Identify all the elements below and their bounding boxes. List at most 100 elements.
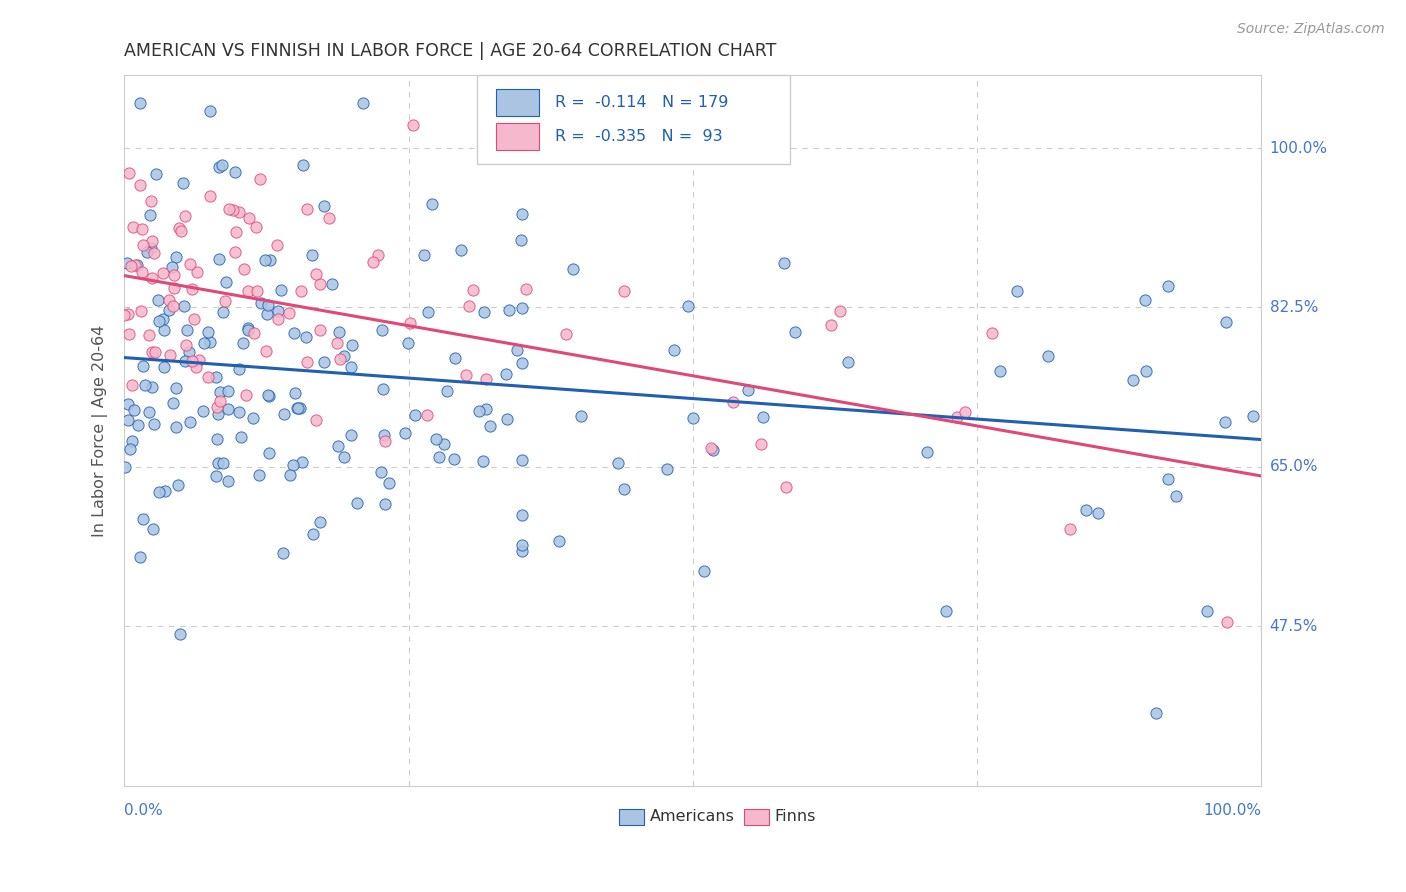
Point <box>266 238 288 252</box>
Point <box>188 353 211 368</box>
Point <box>1195 604 1218 618</box>
Point <box>212 305 235 319</box>
Point <box>259 252 281 267</box>
Point <box>134 377 156 392</box>
Point <box>145 167 167 181</box>
Point <box>131 238 153 252</box>
Point <box>257 446 280 460</box>
Point <box>461 283 484 297</box>
Point <box>170 224 193 238</box>
Point <box>214 293 236 308</box>
Point <box>394 426 416 441</box>
Point <box>752 409 775 424</box>
Point <box>233 262 256 277</box>
Point <box>139 209 162 223</box>
Point <box>153 322 176 336</box>
Point <box>205 370 228 384</box>
Point <box>138 327 160 342</box>
Point <box>267 311 290 326</box>
Point <box>184 359 207 374</box>
FancyBboxPatch shape <box>744 809 769 825</box>
Point <box>207 160 229 174</box>
Point <box>510 357 533 371</box>
Point <box>159 348 181 362</box>
Point <box>115 256 138 270</box>
Text: 47.5%: 47.5% <box>1270 619 1317 634</box>
Point <box>243 326 266 341</box>
Point <box>561 261 583 276</box>
Point <box>547 533 569 548</box>
Point <box>121 377 143 392</box>
Point <box>118 327 141 342</box>
Point <box>314 199 336 213</box>
Text: R =  -0.335   N =  93: R = -0.335 N = 93 <box>555 128 723 144</box>
Point <box>655 462 678 476</box>
Point <box>179 415 201 429</box>
Point <box>820 318 842 332</box>
Point <box>308 277 330 292</box>
Point <box>305 268 328 282</box>
Point <box>318 211 340 225</box>
Point <box>988 364 1011 378</box>
Point <box>1215 415 1237 429</box>
Point <box>308 322 330 336</box>
Point <box>326 439 349 453</box>
Point <box>207 456 229 470</box>
Point <box>200 334 222 349</box>
Point <box>167 221 190 235</box>
Point <box>148 485 170 500</box>
Point <box>143 417 166 432</box>
Point <box>181 353 204 368</box>
Point <box>267 304 290 318</box>
Point <box>129 303 152 318</box>
Point <box>436 384 458 398</box>
Point <box>700 442 723 456</box>
Text: 100.0%: 100.0% <box>1204 804 1261 819</box>
Point <box>554 327 576 342</box>
Point <box>450 243 472 257</box>
FancyBboxPatch shape <box>496 123 540 150</box>
Point <box>117 413 139 427</box>
Point <box>122 403 145 417</box>
Point <box>131 511 153 525</box>
Point <box>163 268 186 282</box>
Point <box>1005 284 1028 298</box>
Point <box>1122 374 1144 388</box>
Point <box>1216 615 1239 629</box>
Point <box>174 210 197 224</box>
Point <box>278 468 301 483</box>
Point <box>121 434 143 448</box>
Point <box>374 497 396 511</box>
Point <box>114 460 136 475</box>
Point <box>235 388 257 402</box>
Point <box>396 335 419 350</box>
Point <box>495 368 517 382</box>
Point <box>207 407 229 421</box>
Point <box>165 250 187 264</box>
Text: Finns: Finns <box>775 809 815 824</box>
Point <box>169 626 191 640</box>
Point <box>454 368 477 383</box>
Point <box>245 220 267 235</box>
Point <box>1133 293 1156 307</box>
Point <box>457 299 479 313</box>
Point <box>247 468 270 483</box>
Point <box>828 303 851 318</box>
Point <box>291 454 314 468</box>
Point <box>475 372 498 386</box>
Point <box>399 316 422 330</box>
Point <box>200 104 222 119</box>
Point <box>176 322 198 336</box>
Point <box>433 437 456 451</box>
Point <box>207 400 229 414</box>
Point <box>498 302 520 317</box>
Point <box>217 384 239 398</box>
Point <box>165 381 187 395</box>
Text: Source: ZipAtlas.com: Source: ZipAtlas.com <box>1237 22 1385 37</box>
Point <box>340 428 363 442</box>
Point <box>676 299 699 313</box>
Point <box>332 349 354 363</box>
Point <box>222 203 245 218</box>
Point <box>224 165 246 179</box>
Point <box>402 119 425 133</box>
